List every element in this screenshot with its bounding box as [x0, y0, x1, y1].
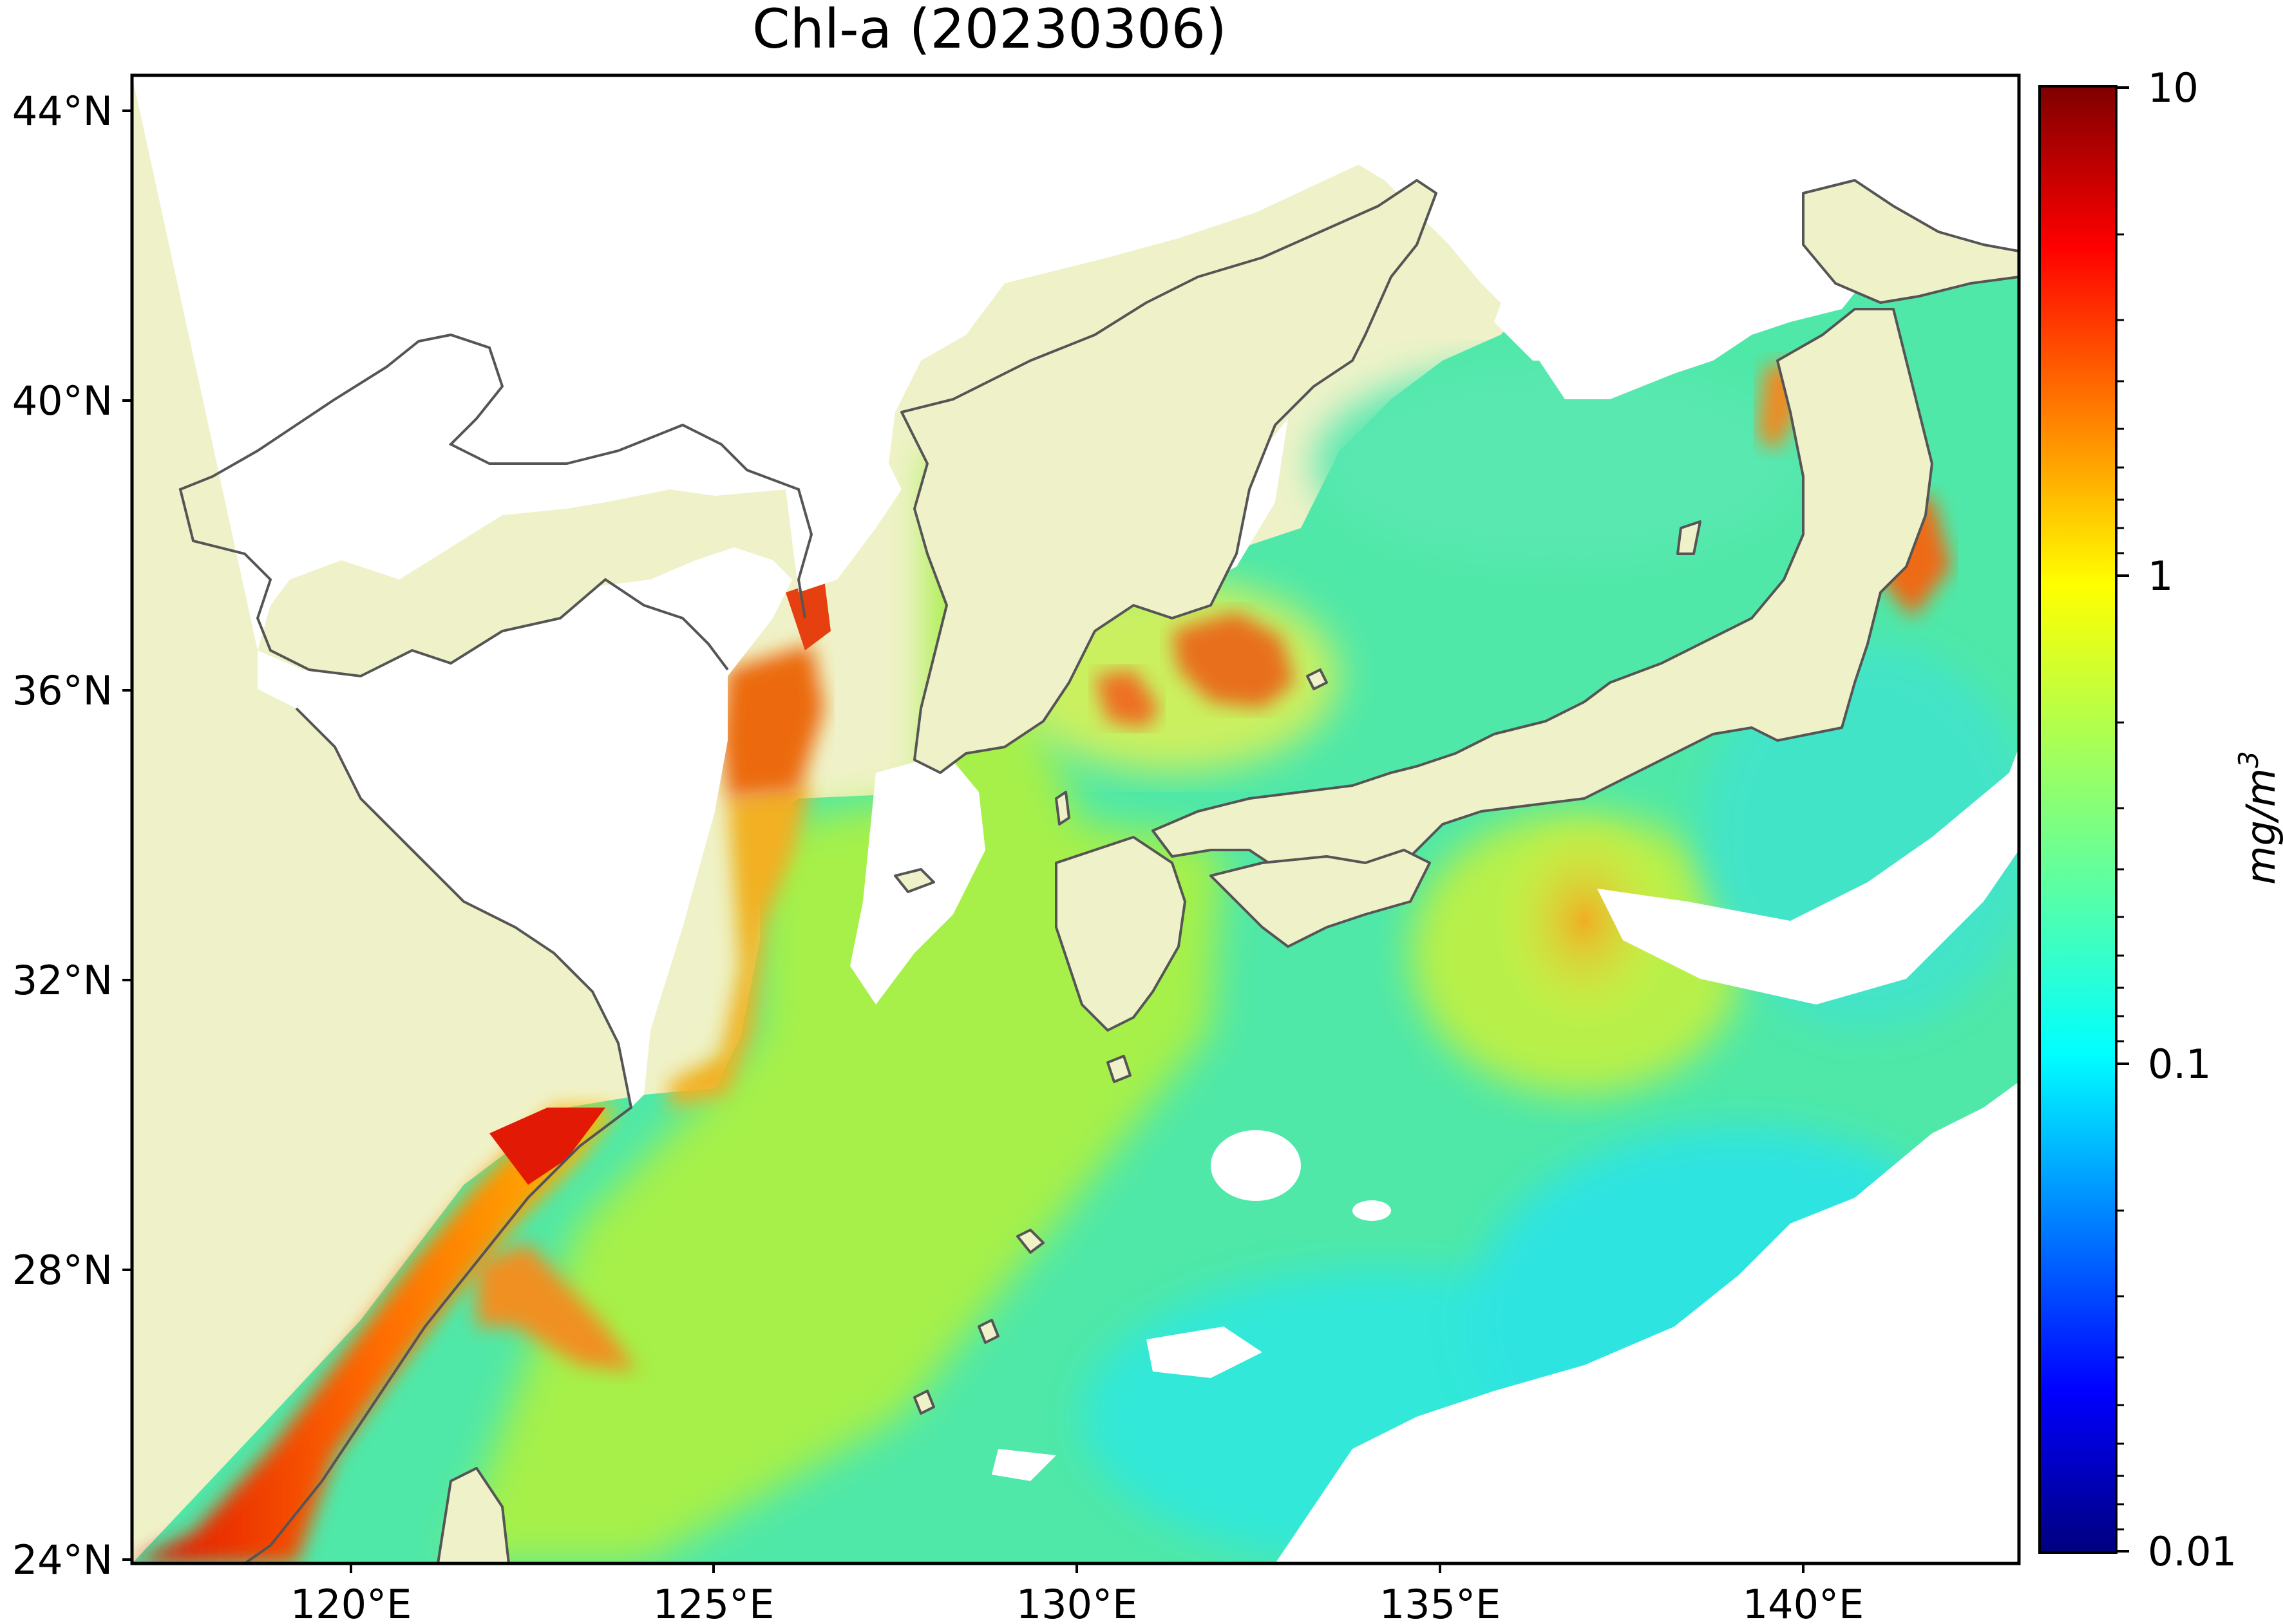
shikoku-island — [1209, 849, 1431, 948]
latitude-axis — [122, 109, 132, 1561]
colorbar-tick-1: 1 — [2148, 552, 2173, 600]
sado-island — [1676, 520, 1701, 555]
kyushu-island — [1055, 836, 1186, 1032]
lon-label-120: 120°E — [290, 1581, 412, 1624]
ryukyu-island-2 — [913, 1390, 935, 1415]
colorbar-gradient — [2038, 85, 2117, 1554]
tsushima-island — [1055, 791, 1070, 826]
longitude-axis — [350, 1563, 1805, 1573]
taiwan-island — [437, 1467, 510, 1563]
hokkaido-island — [1802, 179, 2019, 304]
east-china-coastline — [243, 707, 633, 1563]
lon-label-135: 135°E — [1379, 1581, 1501, 1624]
lat-label-24: 24°N — [12, 1536, 113, 1583]
jeju-island — [894, 868, 935, 893]
map-plot-area — [132, 75, 2019, 1563]
colorbar-tick-10: 10 — [2148, 64, 2199, 111]
lat-label-28: 28°N — [12, 1247, 113, 1294]
lon-label-130: 130°E — [1016, 1581, 1138, 1624]
land-masses — [437, 179, 2019, 1563]
colorbar-tick-0-01: 0.01 — [2148, 1528, 2237, 1575]
lat-label-36: 36°N — [12, 667, 113, 714]
lon-label-125: 125°E — [653, 1581, 775, 1624]
honshu-island — [1151, 308, 1933, 890]
colorbar: 10 1 0.1 0.01 mg/m3 — [2038, 64, 2283, 1575]
lat-label-32: 32°N — [12, 957, 113, 1004]
colorbar-label: mg/m3 — [2233, 751, 2283, 885]
lat-label-40: 40°N — [12, 377, 113, 424]
map-title: Chl-a (20230306) — [752, 0, 1227, 61]
ryukyu-island-4 — [978, 1319, 999, 1344]
oki-islands — [1306, 668, 1328, 690]
lon-label-140: 140°E — [1743, 1581, 1864, 1624]
colorbar-tick-0-1: 0.1 — [2148, 1041, 2212, 1088]
korean-peninsula — [900, 179, 1437, 774]
lat-label-44: 44°N — [12, 88, 113, 135]
china-coastline — [178, 333, 813, 678]
ryukyu-island-3 — [1106, 1055, 1132, 1083]
ryukyu-island-1 — [1016, 1229, 1045, 1254]
